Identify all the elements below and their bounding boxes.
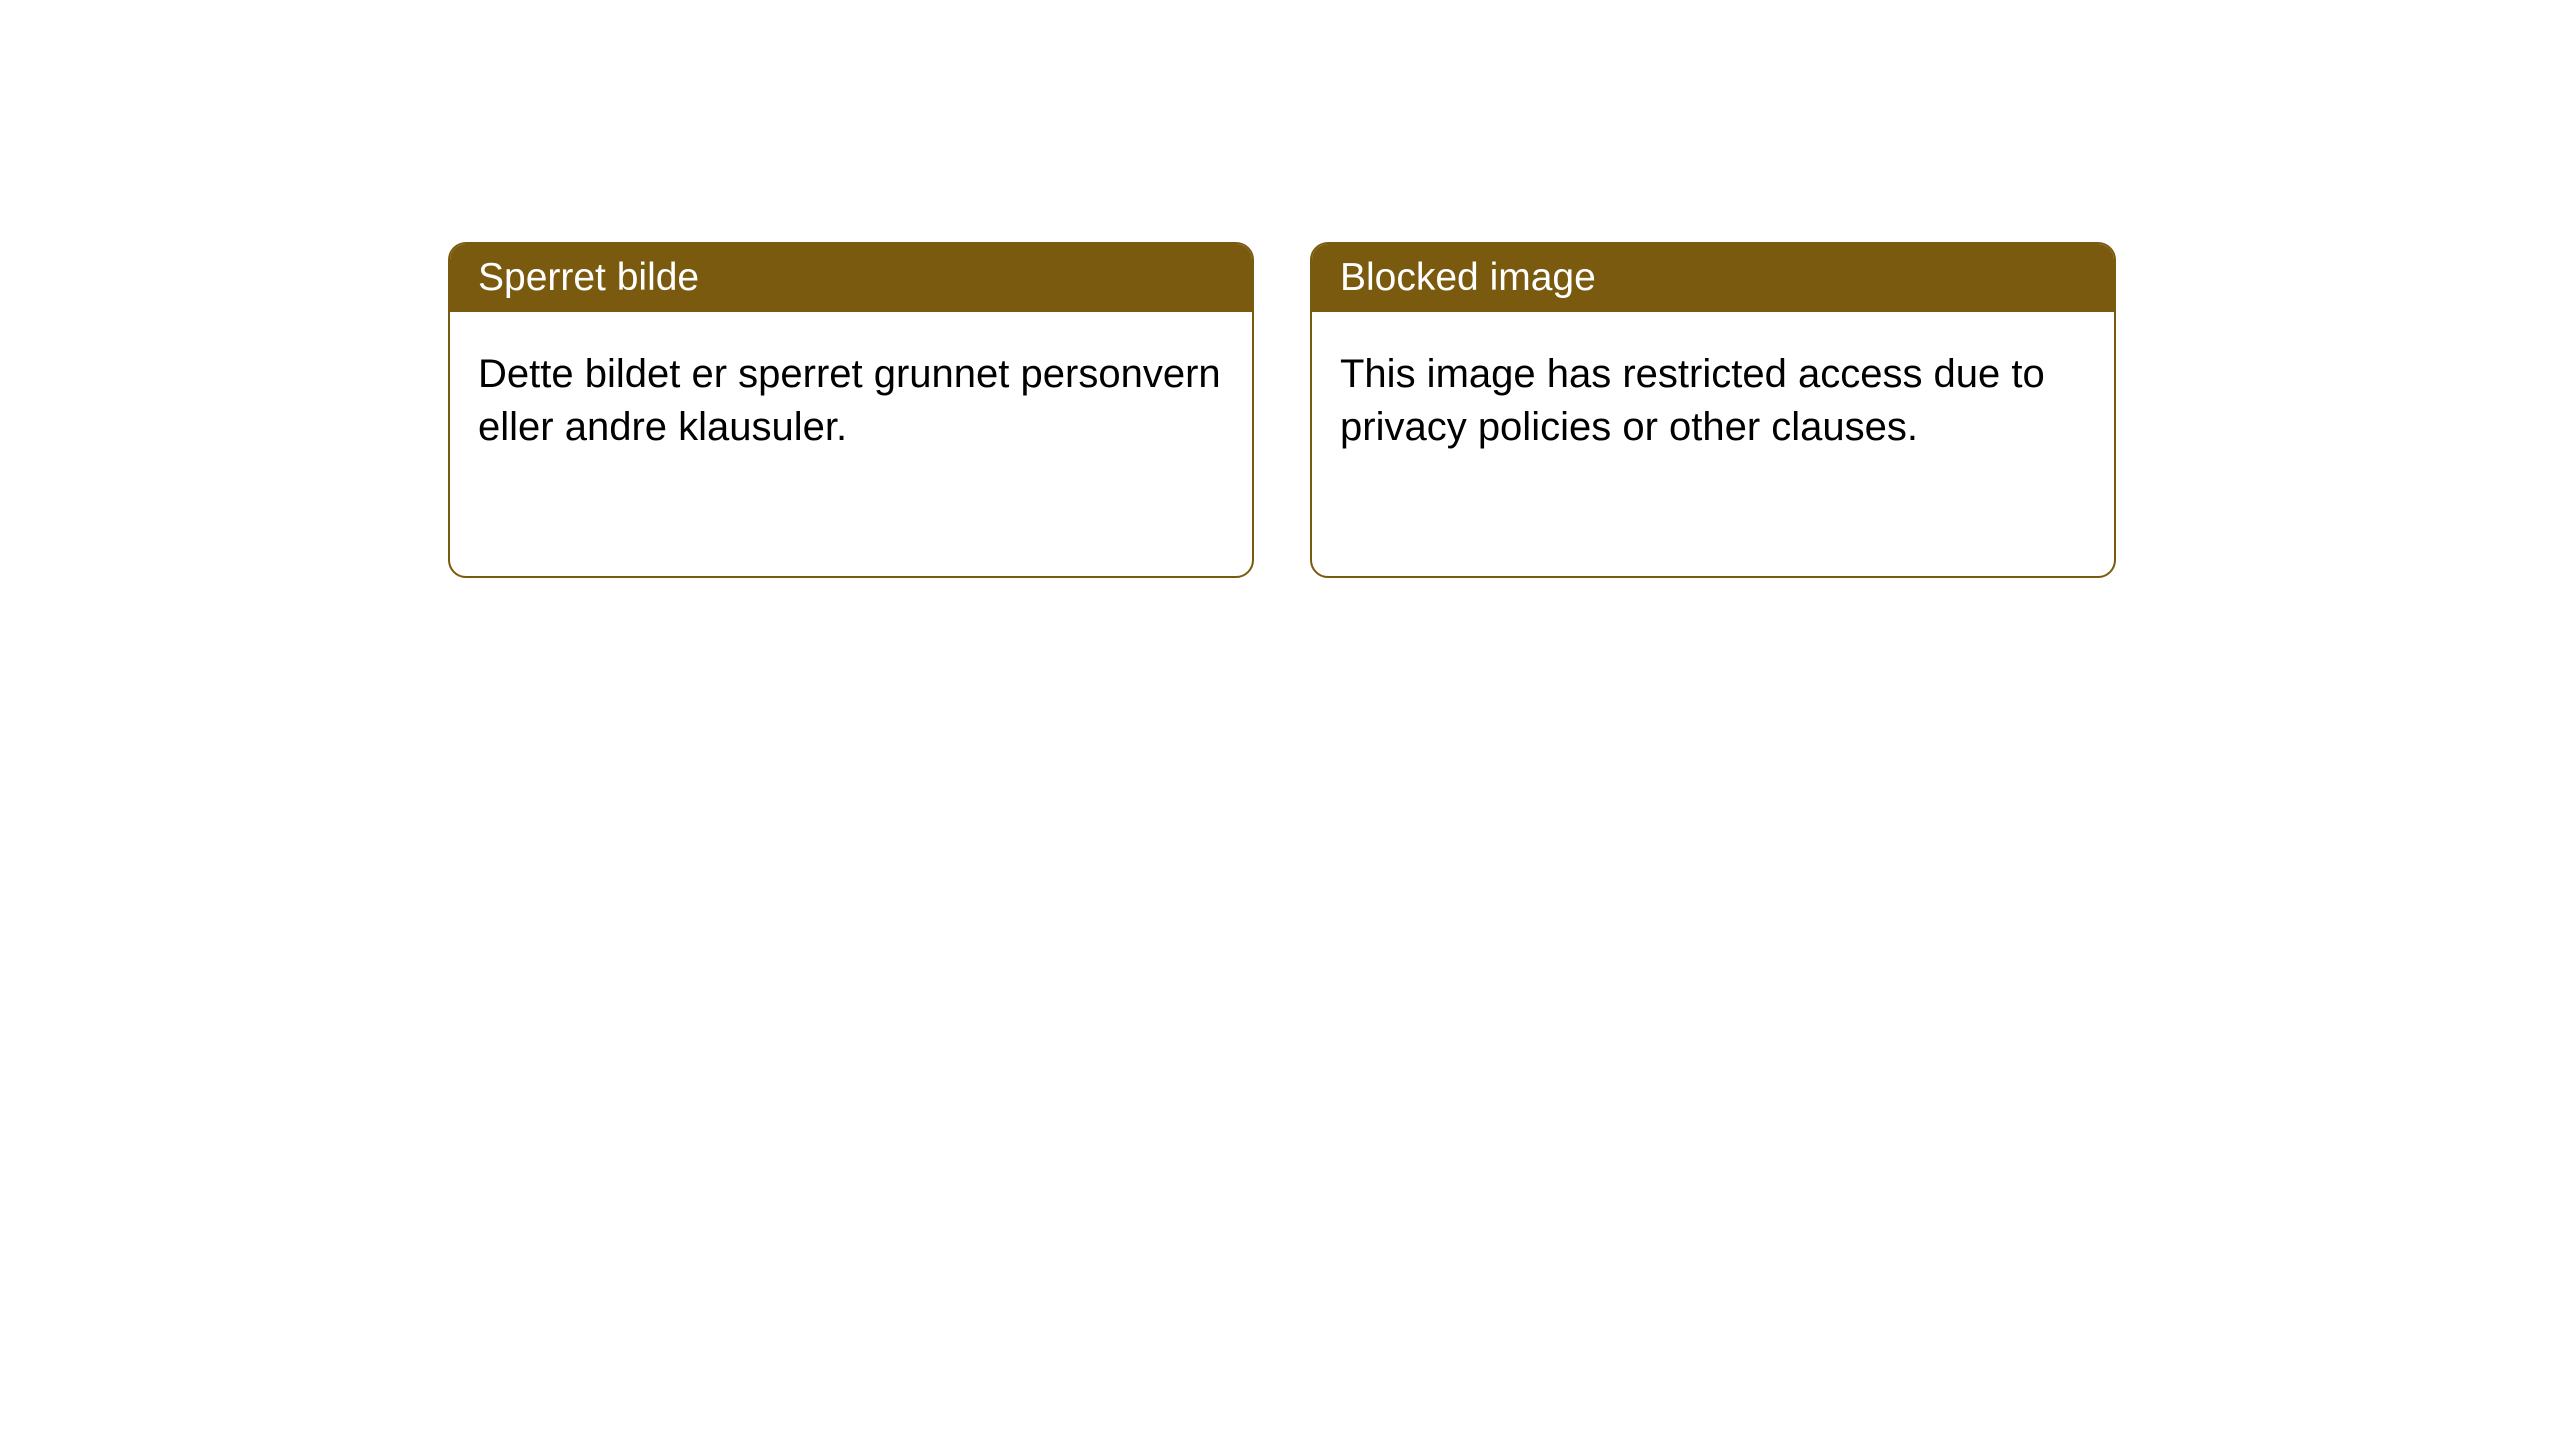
- card-header-no: Sperret bilde: [450, 244, 1252, 312]
- card-text-no: Dette bildet er sperret grunnet personve…: [478, 352, 1221, 449]
- card-title-no: Sperret bilde: [478, 256, 699, 299]
- notice-cards-container: Sperret bilde Dette bildet er sperret gr…: [448, 242, 2116, 578]
- card-title-en: Blocked image: [1340, 256, 1596, 299]
- card-body-en: This image has restricted access due to …: [1312, 312, 2114, 490]
- card-body-no: Dette bildet er sperret grunnet personve…: [450, 312, 1252, 490]
- blocked-image-card-no: Sperret bilde Dette bildet er sperret gr…: [448, 242, 1254, 578]
- card-header-en: Blocked image: [1312, 244, 2114, 312]
- blocked-image-card-en: Blocked image This image has restricted …: [1310, 242, 2116, 578]
- card-text-en: This image has restricted access due to …: [1340, 352, 2045, 449]
